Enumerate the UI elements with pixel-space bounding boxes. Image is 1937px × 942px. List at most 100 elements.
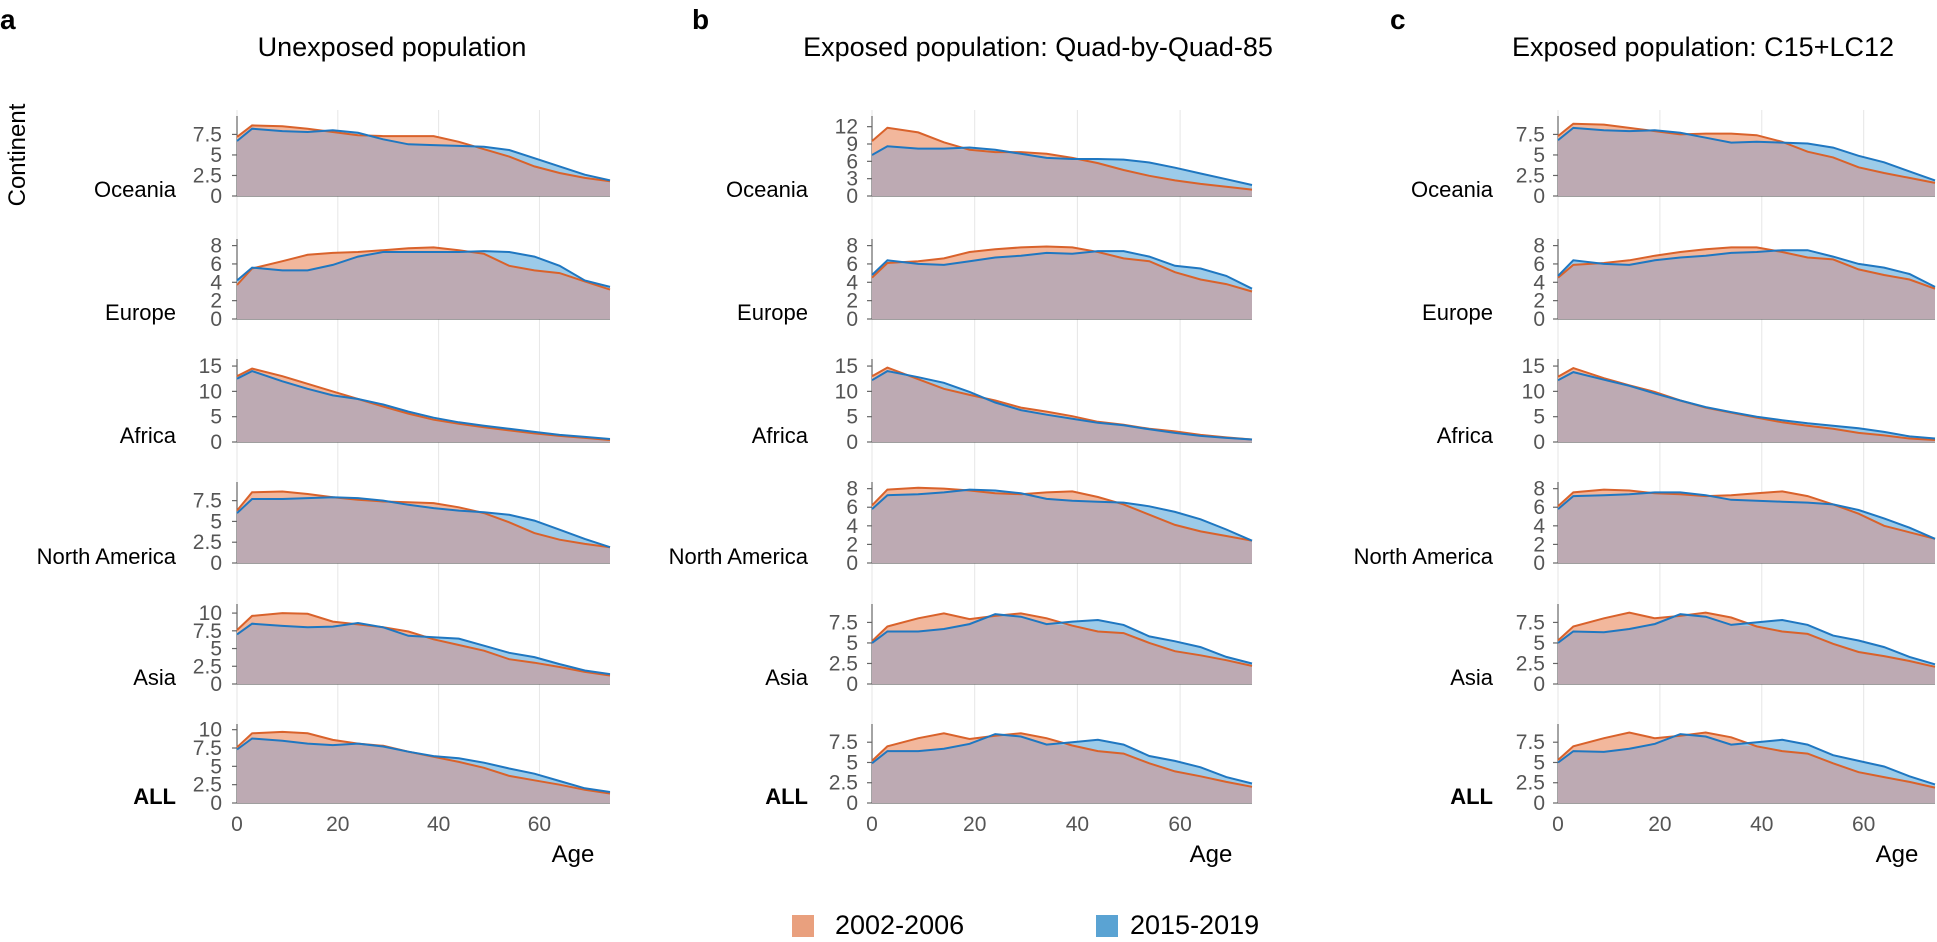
- row-label: Europe: [1422, 300, 1493, 325]
- y-tick-label: 2: [846, 533, 858, 556]
- y-tick-label: 5: [846, 751, 858, 774]
- line-2002-2006: [236, 124, 611, 183]
- y-tick-label: 6: [846, 496, 858, 519]
- y-tick-label: 2: [1533, 290, 1545, 313]
- y-tick-label: 4: [846, 515, 858, 538]
- y-tick-label: 5: [1533, 632, 1545, 655]
- y-tick-label: 0: [846, 308, 858, 331]
- line-2015-2019: [1557, 126, 1936, 182]
- y-tick-label: 7.5: [829, 731, 858, 754]
- line-2002-2006: [1557, 246, 1936, 290]
- y-tick-label: 6: [1533, 253, 1545, 276]
- y-tick-label: 5: [210, 755, 222, 778]
- row-label: Africa: [1437, 423, 1494, 448]
- x-axis-title-b: Age: [1190, 841, 1233, 868]
- y-tick-label: 7.5: [1516, 731, 1545, 754]
- y-tick-label: 9: [846, 133, 858, 156]
- line-2002-2006: [236, 490, 611, 549]
- y-tick-label: 2: [846, 290, 858, 313]
- line-2015-2019: [236, 370, 611, 440]
- line-2002-2006: [871, 486, 1253, 542]
- x-tick-label: 0: [866, 813, 878, 836]
- panel-letter-b: b: [692, 4, 709, 35]
- row-label: ALL: [133, 784, 176, 809]
- y-tick-label: 0: [1533, 792, 1545, 815]
- panel-letter-c: c: [1390, 4, 1406, 35]
- line-2002-2006: [871, 245, 1253, 293]
- row-label: Oceania: [726, 177, 809, 202]
- x-tick-label: 20: [326, 813, 349, 836]
- line-2015-2019: [1557, 613, 1936, 666]
- y-tick-label: 7.5: [1516, 123, 1545, 146]
- row-label: North America: [37, 544, 177, 569]
- row-label: Asia: [133, 665, 177, 690]
- legend-label-2002-2006: 2002-2006: [835, 910, 964, 940]
- line-2002-2006: [871, 126, 1253, 191]
- line-2015-2019: [236, 621, 611, 676]
- y-tick-label: 2.5: [1516, 652, 1545, 675]
- line-2002-2006: [236, 246, 611, 291]
- y-tick-label: 8: [846, 478, 858, 501]
- y-tick-label: 6: [846, 150, 858, 173]
- row-label: Africa: [120, 423, 177, 448]
- row-label: ALL: [1450, 784, 1493, 809]
- y-tick-label: 10: [835, 380, 858, 403]
- y-tick-label: 2: [210, 290, 222, 313]
- panel-b: 0 20 40 60036912Oceania02468Europe051015Afr…: [669, 110, 1253, 836]
- line-2015-2019: [1557, 249, 1936, 288]
- y-tick-label: 0: [1533, 308, 1545, 331]
- row-all: 02.557.5 ALL: [1450, 724, 1936, 815]
- y-tick-label: 0: [210, 792, 222, 815]
- line-2015-2019: [871, 488, 1253, 542]
- y-tick-label: 7.5: [829, 611, 858, 634]
- x-tick-label: 60: [1168, 813, 1191, 836]
- y-tick-label: 0: [210, 308, 222, 331]
- y-tick-label: 15: [1522, 355, 1545, 378]
- y-tick-label: 7.5: [193, 490, 222, 513]
- y-tick-label: 10: [199, 719, 222, 742]
- area-overlap: [237, 371, 610, 442]
- y-tick-label: 2.5: [193, 164, 222, 187]
- y-tick-label: 0: [1533, 431, 1545, 454]
- y-tick-label: 2.5: [829, 772, 858, 795]
- area-overlap: [872, 252, 1252, 319]
- y-tick-label: 5: [846, 406, 858, 429]
- y-tick-label: 8: [1533, 478, 1545, 501]
- panel-a: 0 20 40 6002.557.5Oceania02468Europe051015A…: [37, 110, 611, 836]
- row-label: North America: [669, 544, 809, 569]
- y-tick-label: 0: [1533, 673, 1545, 696]
- line-2002-2006: [236, 612, 611, 677]
- y-tick-label: 3: [846, 168, 858, 191]
- line-2015-2019: [236, 496, 611, 549]
- y-axis-title: Continent: [4, 103, 31, 206]
- y-tick-label: 8: [1533, 235, 1545, 258]
- y-tick-label: 12: [835, 116, 858, 139]
- area-overlap: [237, 128, 610, 196]
- legend-swatch-2015-2019: [1096, 915, 1118, 937]
- y-tick-label: 0: [846, 552, 858, 575]
- row-asia: 02.557.5 Asia: [765, 604, 1253, 696]
- line-2002-2006: [1557, 488, 1936, 540]
- row-label: Oceania: [1411, 177, 1494, 202]
- y-tick-label: 8: [846, 235, 858, 258]
- y-tick-label: 0: [1533, 552, 1545, 575]
- x-tick-label: 40: [427, 813, 450, 836]
- y-tick-label: 6: [846, 253, 858, 276]
- y-tick-label: 7.5: [193, 620, 222, 643]
- y-tick-label: 0: [846, 792, 858, 815]
- line-2015-2019: [1557, 371, 1936, 440]
- x-tick-label: 0: [231, 813, 243, 836]
- area-overlap: [872, 490, 1252, 563]
- line-2002-2006: [1557, 122, 1936, 184]
- y-tick-label: 8: [210, 235, 222, 258]
- area-overlap: [237, 623, 610, 684]
- line-2015-2019: [871, 370, 1253, 441]
- x-tick-label: 60: [1852, 813, 1875, 836]
- x-tick-label: 20: [1648, 813, 1671, 836]
- y-tick-label: 2.5: [193, 655, 222, 678]
- area-overlap: [1558, 252, 1935, 319]
